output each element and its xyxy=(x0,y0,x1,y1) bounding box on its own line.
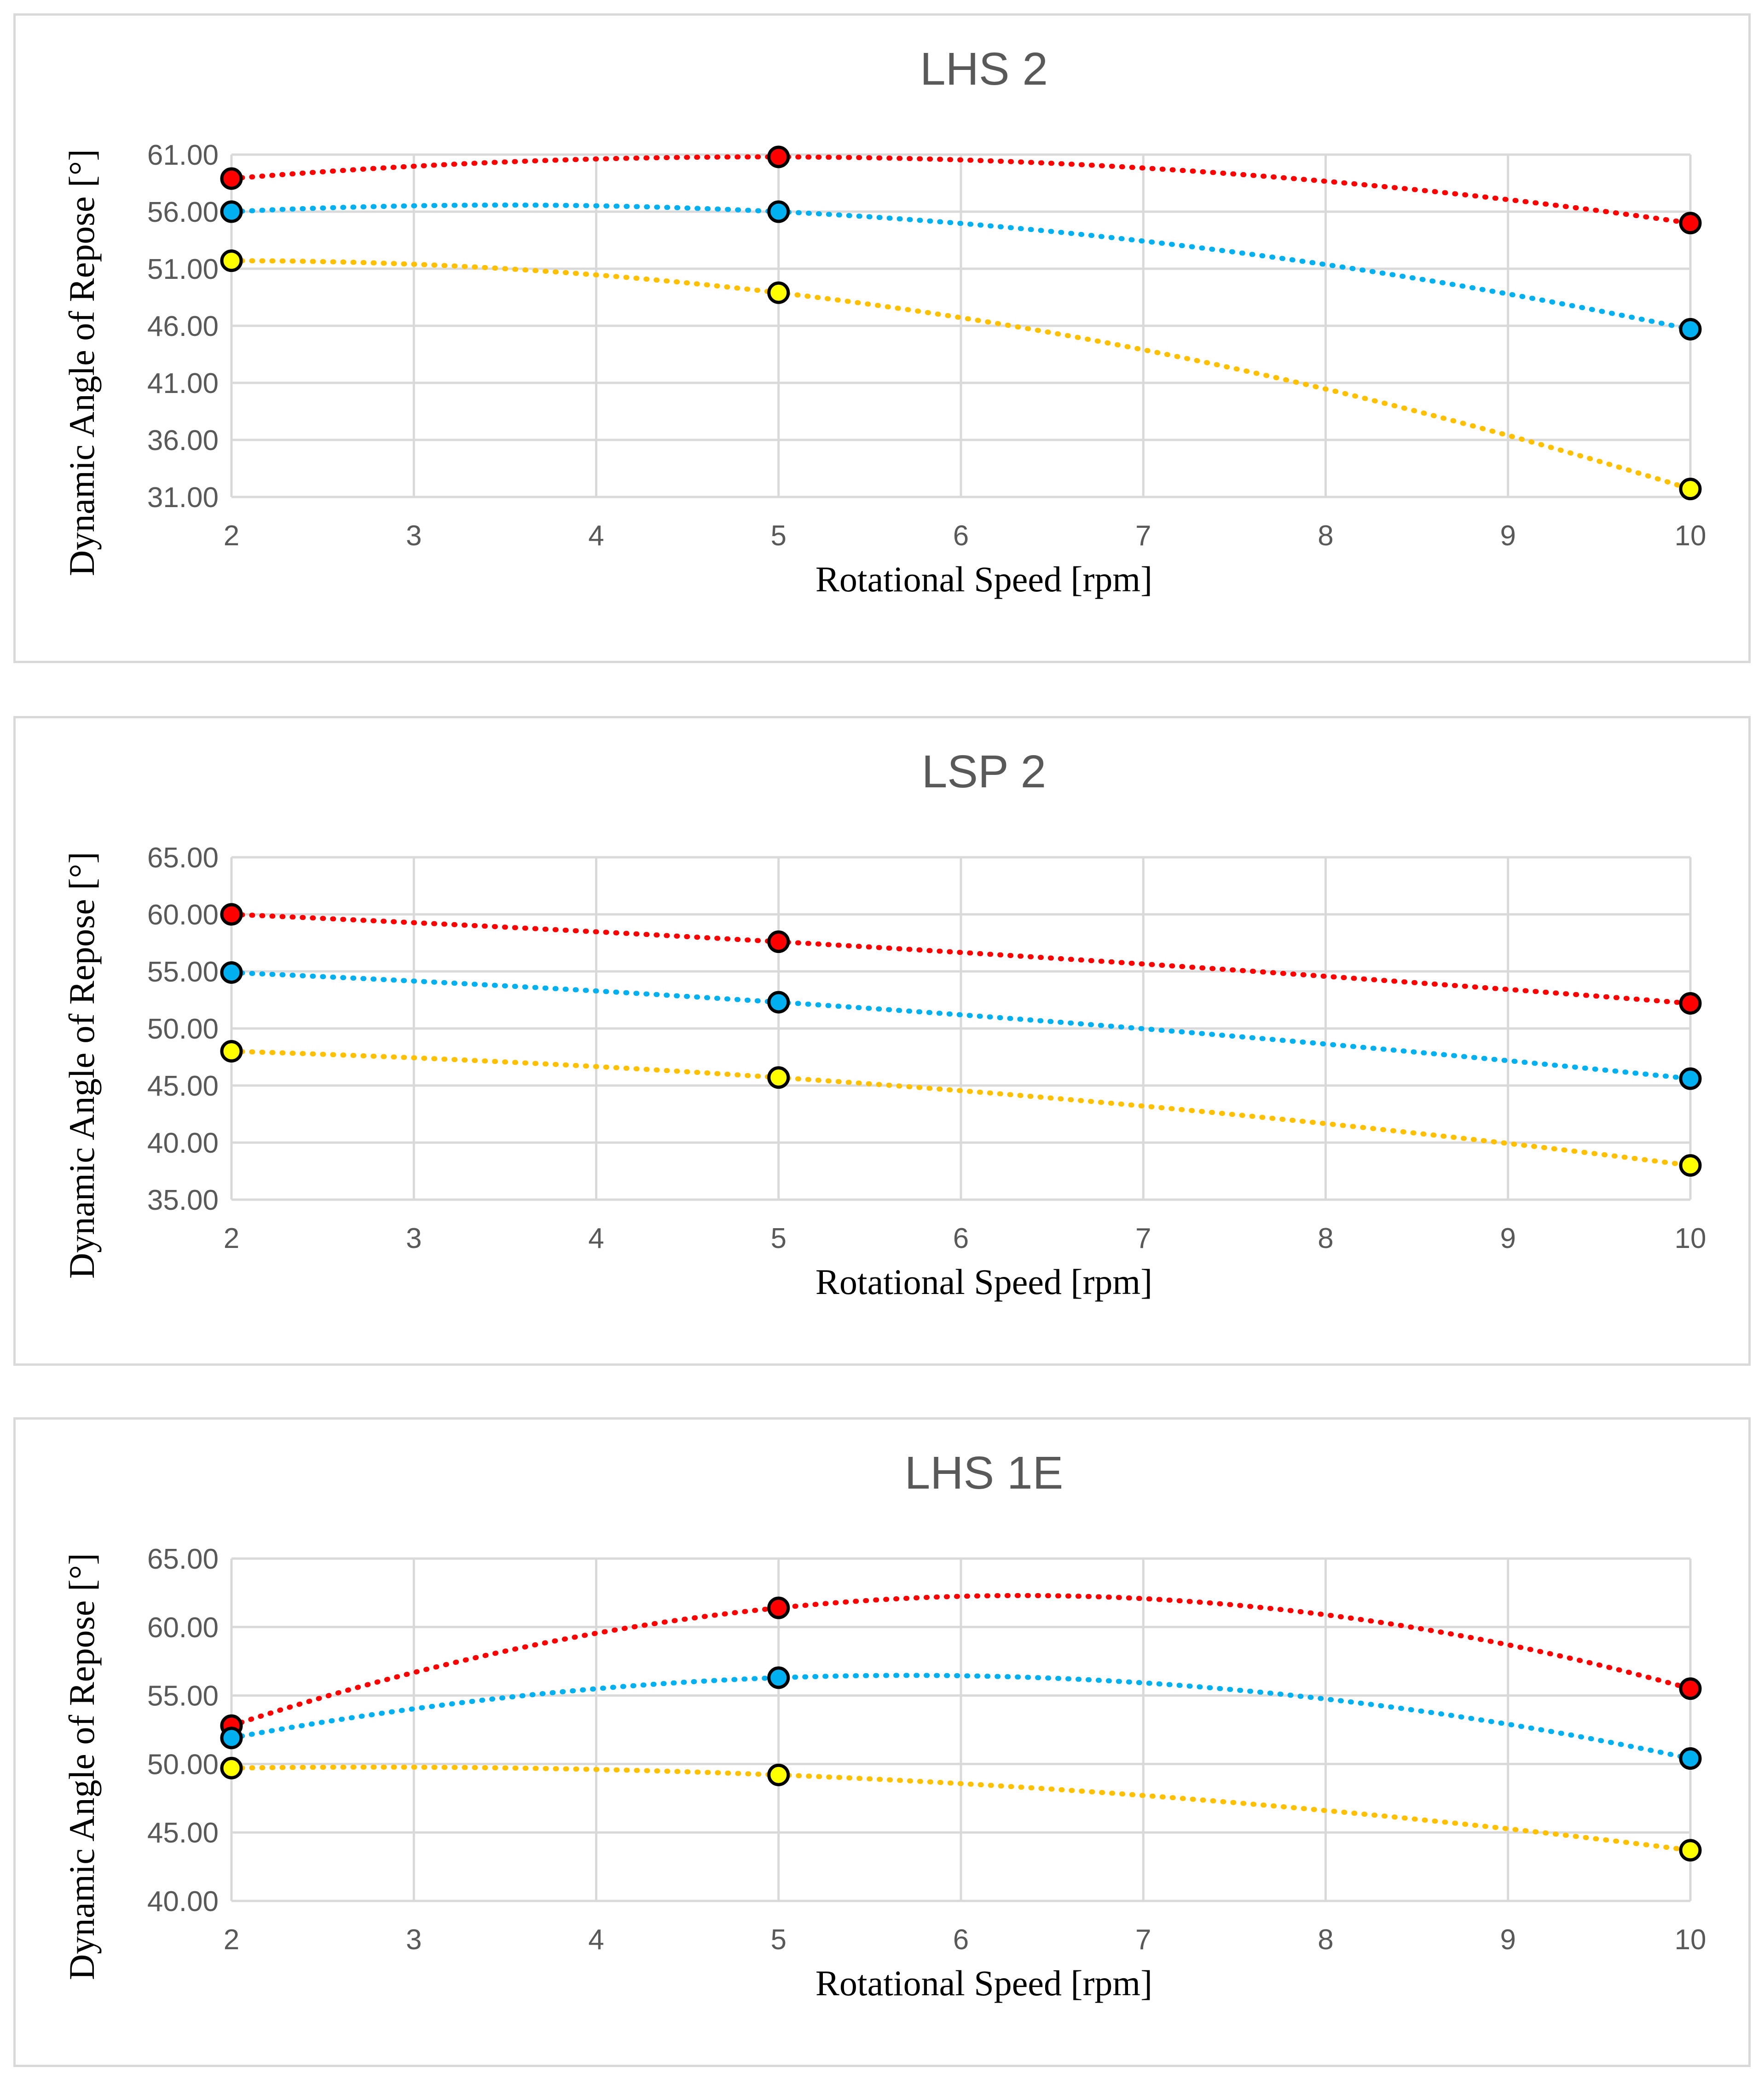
series-blue-point xyxy=(1679,318,1702,341)
y-tick-label: 46.00 xyxy=(147,311,219,342)
x-tick-label: 4 xyxy=(588,520,604,552)
chart-panel-lsp-2: LSP 2 35.00 40.00 45.00 50.00 55.00 60.00 65.00… xyxy=(13,716,1751,1366)
series-red-point xyxy=(1679,992,1702,1015)
x-axis-label: Rotational Speed [rpm] xyxy=(815,559,1152,599)
series-red-point xyxy=(1679,212,1702,235)
series-blue-trendline xyxy=(229,202,1693,332)
y-tick-label: 65.00 xyxy=(147,1543,219,1575)
series-red-point xyxy=(767,1596,790,1619)
series-red-trendline xyxy=(229,1593,1693,1728)
x-tick-label: 10 xyxy=(1675,1924,1706,1956)
series-yellow-point xyxy=(220,249,243,272)
y-tick-label: 36.00 xyxy=(147,425,219,456)
x-tick-label: 7 xyxy=(1135,1223,1151,1254)
series-yellow-point xyxy=(220,1040,243,1063)
chart-lhs-1e: LHS 1E 40.00 45.00 50.00 55.00 60.00 65.00 2 3 4 5… xyxy=(62,1447,1706,2003)
series-blue-point xyxy=(767,991,790,1014)
series-yellow-point xyxy=(767,281,790,304)
x-tick-label: 7 xyxy=(1135,1924,1151,1956)
y-axis-label: Dynamic Angle of Repose [°] xyxy=(62,1553,102,1980)
series-blue-point xyxy=(1679,1067,1702,1090)
x-tick-label: 5 xyxy=(771,520,787,552)
y-tick-label: 45.00 xyxy=(147,1070,219,1102)
x-tick-label: 7 xyxy=(1135,520,1151,552)
series-yellow-point xyxy=(767,1066,790,1089)
y-tick-label: 65.00 xyxy=(147,842,219,874)
y-tick-label: 60.00 xyxy=(147,1612,219,1644)
series-red-point xyxy=(767,930,790,953)
chart-title: LHS 2 xyxy=(920,43,1048,95)
series-blue-trendline xyxy=(229,970,1693,1081)
x-axis-label: Rotational Speed [rpm] xyxy=(815,1963,1152,2003)
series-blue-point xyxy=(767,200,790,223)
series-blue-point xyxy=(220,1727,243,1750)
x-tick-label: 9 xyxy=(1500,1223,1516,1254)
y-axis-label: Dynamic Angle of Repose [°] xyxy=(62,149,102,576)
series-red-trendline xyxy=(229,912,1693,1006)
series-blue-point xyxy=(1679,1747,1702,1770)
y-tick-label: 56.00 xyxy=(147,196,219,228)
x-axis-label: Rotational Speed [rpm] xyxy=(815,1262,1152,1302)
series-yellow-trendline xyxy=(229,258,1693,492)
x-tick-label: 3 xyxy=(406,1223,422,1254)
y-axis-label: Dynamic Angle of Repose [°] xyxy=(62,852,102,1279)
y-tick-label: 55.00 xyxy=(147,956,219,988)
x-tick-label: 6 xyxy=(953,1924,969,1956)
x-tick-label: 4 xyxy=(588,1223,604,1254)
series-yellow-point xyxy=(767,1763,790,1786)
y-tick-label: 31.00 xyxy=(147,482,219,514)
series-red-trendline xyxy=(229,154,1693,226)
series-blue-point xyxy=(220,961,243,984)
x-tick-label: 10 xyxy=(1675,520,1706,552)
y-tick-label: 45.00 xyxy=(147,1817,219,1849)
series-yellow-point xyxy=(220,1756,243,1779)
series-red-point xyxy=(1679,1677,1702,1700)
x-tick-label: 3 xyxy=(406,1924,422,1956)
x-tick-label: 4 xyxy=(588,1924,604,1956)
chart-panel-lhs-1e: LHS 1E 40.00 45.00 50.00 55.00 60.00 65.00 2 3 4 5… xyxy=(13,1417,1751,2067)
y-tick-label: 50.00 xyxy=(147,1013,219,1045)
chart-panel-lhs-2: LHS 2 31.00 36.00 41.00 46.00 51.00 56.00 61.00… xyxy=(13,13,1751,663)
y-tick-label: 40.00 xyxy=(147,1127,219,1159)
series-yellow-point xyxy=(1679,478,1702,501)
series-yellow-trendline xyxy=(229,1049,1693,1168)
series-red-point xyxy=(220,167,243,190)
x-tick-label: 5 xyxy=(771,1223,787,1254)
x-tick-label: 6 xyxy=(953,520,969,552)
series-blue-point xyxy=(220,200,243,223)
chart-lhs-2: LHS 2 31.00 36.00 41.00 46.00 51.00 56.00 61.00… xyxy=(62,43,1706,599)
y-tick-label: 35.00 xyxy=(147,1184,219,1216)
x-tick-label: 2 xyxy=(224,1223,239,1254)
x-tick-label: 3 xyxy=(406,520,422,552)
y-tick-label: 60.00 xyxy=(147,899,219,931)
y-tick-label: 40.00 xyxy=(147,1886,219,1917)
series-blue-point xyxy=(767,1666,790,1689)
series-yellow-trendline xyxy=(229,1764,1693,1853)
x-tick-label: 8 xyxy=(1318,1924,1333,1956)
y-tick-label: 51.00 xyxy=(147,254,219,285)
x-tick-label: 8 xyxy=(1318,1223,1333,1254)
series-red-point xyxy=(767,145,790,168)
x-tick-label: 6 xyxy=(953,1223,969,1254)
y-tick-label: 41.00 xyxy=(147,368,219,399)
y-tick-label: 61.00 xyxy=(147,139,219,171)
series-yellow-point xyxy=(1679,1154,1702,1177)
series-blue-trendline xyxy=(229,1673,1693,1761)
x-tick-label: 8 xyxy=(1318,520,1333,552)
y-tick-label: 55.00 xyxy=(147,1681,219,1712)
chart-title: LHS 1E xyxy=(905,1447,1064,1499)
x-tick-label: 10 xyxy=(1675,1223,1706,1254)
x-tick-label: 5 xyxy=(771,1924,787,1956)
x-tick-label: 2 xyxy=(224,520,239,552)
series-red-point xyxy=(220,903,243,926)
y-tick-label: 50.00 xyxy=(147,1749,219,1780)
chart-title: LSP 2 xyxy=(922,746,1047,797)
series-yellow-point xyxy=(1679,1839,1702,1862)
x-tick-label: 9 xyxy=(1500,520,1516,552)
chart-lsp-2: LSP 2 35.00 40.00 45.00 50.00 55.00 60.00 65.00… xyxy=(62,746,1706,1302)
x-tick-label: 2 xyxy=(224,1924,239,1956)
x-tick-label: 9 xyxy=(1500,1924,1516,1956)
